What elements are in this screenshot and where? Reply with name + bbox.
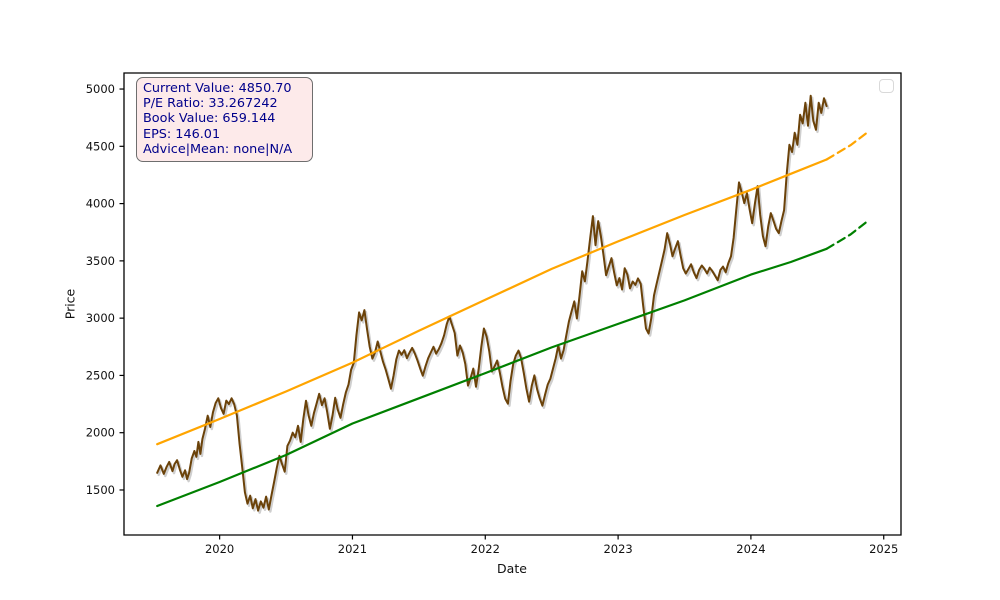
x-tick-label: 2022: [471, 542, 500, 556]
y-tick-label: 4000: [86, 197, 115, 211]
info-line-eps: EPS: 146.01: [143, 126, 221, 142]
x-axis-label: Date: [497, 561, 527, 576]
x-tick-label: 2023: [603, 542, 632, 556]
y-tick-label: 5000: [86, 82, 115, 96]
y-tick-label: 3000: [86, 311, 115, 325]
info-line-book-value: Book Value: 659.144: [143, 111, 276, 127]
y-tick-label: 1500: [86, 483, 115, 497]
series-upper-band-forecast: [825, 132, 868, 161]
y-tick-label: 2000: [86, 426, 115, 440]
series-lower-band: [156, 247, 828, 508]
y-axis-label: Price: [62, 288, 78, 320]
series-upper-band: [156, 158, 828, 446]
info-line-advice: Advice|Mean: none|N/A: [143, 141, 293, 157]
x-tick-label: 2025: [869, 542, 898, 556]
axes-spines: [123, 72, 902, 536]
x-tick-label: 2020: [205, 542, 234, 556]
x-tick-label: 2021: [338, 542, 367, 556]
legend-box[interactable]: [879, 79, 894, 93]
info-box: Current Value: 4850.70 P/E Ratio: 33.267…: [136, 77, 313, 163]
y-tick-label: 4500: [86, 139, 115, 153]
info-line-pe-ratio: P/E Ratio: 33.267242: [143, 96, 278, 112]
info-line-current-value: Current Value: 4850.70: [143, 81, 292, 96]
series-price: [156, 94, 828, 512]
y-tick-label: 2500: [86, 368, 115, 382]
x-tick-label: 2024: [736, 542, 765, 556]
y-tick-label: 3500: [86, 254, 115, 268]
series-lower-band-forecast: [825, 220, 868, 250]
